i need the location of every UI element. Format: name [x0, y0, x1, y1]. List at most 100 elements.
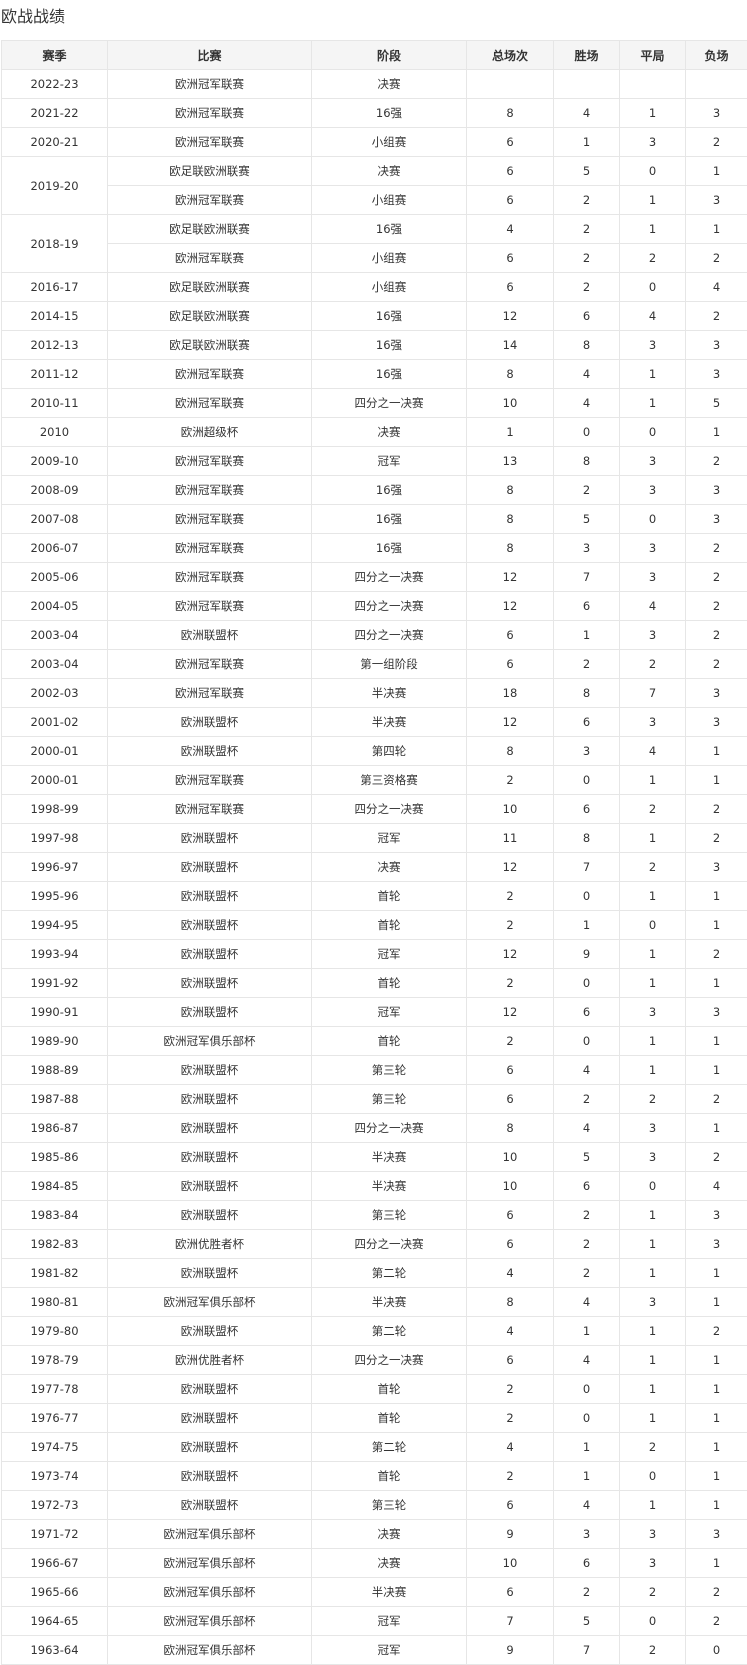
cell-losses: 4 [686, 1172, 747, 1201]
cell-played: 9 [467, 1520, 554, 1549]
cell-draws: 1 [620, 1259, 686, 1288]
cell-played: 11 [467, 824, 554, 853]
cell-wins: 6 [554, 592, 620, 621]
cell-season: 2014-15 [2, 302, 108, 331]
cell-wins: 3 [554, 737, 620, 766]
cell-wins: 5 [554, 505, 620, 534]
header-played: 总场次 [467, 41, 554, 70]
cell-competition: 欧洲联盟杯 [108, 1201, 312, 1230]
cell-losses: 1 [686, 1346, 747, 1375]
cell-played: 6 [467, 1346, 554, 1375]
cell-competition: 欧洲冠军俱乐部杯 [108, 1288, 312, 1317]
cell-stage: 四分之一决赛 [312, 1114, 467, 1143]
cell-played: 12 [467, 853, 554, 882]
cell-played: 8 [467, 99, 554, 128]
cell-competition: 欧洲冠军联赛 [108, 447, 312, 476]
cell-losses: 3 [686, 1520, 747, 1549]
cell-losses: 2 [686, 650, 747, 679]
cell-losses: 1 [686, 1114, 747, 1143]
cell-losses: 2 [686, 1143, 747, 1172]
cell-played: 6 [467, 1085, 554, 1114]
cell-losses: 0 [686, 1636, 747, 1665]
cell-wins: 2 [554, 650, 620, 679]
cell-competition: 欧洲冠军联赛 [108, 186, 312, 215]
cell-competition: 欧洲冠军联赛 [108, 70, 312, 99]
cell-competition: 欧洲联盟杯 [108, 853, 312, 882]
cell-competition: 欧洲冠军联赛 [108, 650, 312, 679]
cell-wins: 0 [554, 969, 620, 998]
cell-played: 6 [467, 621, 554, 650]
cell-draws: 1 [620, 882, 686, 911]
cell-stage: 四分之一决赛 [312, 795, 467, 824]
cell-played: 8 [467, 1288, 554, 1317]
cell-stage: 冠军 [312, 1636, 467, 1665]
cell-season: 2016-17 [2, 273, 108, 302]
cell-draws: 3 [620, 708, 686, 737]
cell-stage: 首轮 [312, 1375, 467, 1404]
cell-wins: 8 [554, 679, 620, 708]
cell-competition: 欧洲联盟杯 [108, 621, 312, 650]
cell-wins: 4 [554, 1491, 620, 1520]
cell-played: 7 [467, 1607, 554, 1636]
cell-stage: 第三轮 [312, 1085, 467, 1114]
cell-played: 10 [467, 389, 554, 418]
cell-losses [686, 70, 747, 99]
cell-draws: 3 [620, 1520, 686, 1549]
cell-stage: 首轮 [312, 1404, 467, 1433]
cell-wins: 4 [554, 1288, 620, 1317]
cell-played: 4 [467, 1317, 554, 1346]
cell-season: 2009-10 [2, 447, 108, 476]
cell-season: 2005-06 [2, 563, 108, 592]
cell-season: 2010 [2, 418, 108, 447]
cell-season: 1988-89 [2, 1056, 108, 1085]
cell-competition: 欧足联欧洲联赛 [108, 215, 312, 244]
cell-stage: 冠军 [312, 1607, 467, 1636]
cell-season: 1995-96 [2, 882, 108, 911]
cell-competition: 欧洲冠军联赛 [108, 360, 312, 389]
cell-stage: 第二轮 [312, 1317, 467, 1346]
cell-competition: 欧洲联盟杯 [108, 940, 312, 969]
cell-wins: 6 [554, 708, 620, 737]
cell-season: 2018-19 [2, 215, 108, 273]
cell-competition: 欧洲冠军联赛 [108, 592, 312, 621]
cell-stage: 首轮 [312, 911, 467, 940]
cell-competition: 欧洲联盟杯 [108, 1085, 312, 1114]
cell-competition: 欧足联欧洲联赛 [108, 273, 312, 302]
cell-played: 8 [467, 360, 554, 389]
cell-competition: 欧洲冠军联赛 [108, 128, 312, 157]
cell-season: 1991-92 [2, 969, 108, 998]
cell-draws: 3 [620, 1143, 686, 1172]
cell-losses: 2 [686, 795, 747, 824]
cell-competition: 欧洲联盟杯 [108, 1404, 312, 1433]
cell-played: 10 [467, 795, 554, 824]
cell-stage: 第二轮 [312, 1433, 467, 1462]
cell-stage: 决赛 [312, 418, 467, 447]
cell-stage: 决赛 [312, 1520, 467, 1549]
cell-competition: 欧洲联盟杯 [108, 1433, 312, 1462]
cell-draws: 3 [620, 447, 686, 476]
cell-losses: 3 [686, 679, 747, 708]
cell-draws: 0 [620, 273, 686, 302]
cell-losses: 2 [686, 534, 747, 563]
cell-draws: 3 [620, 1288, 686, 1317]
cell-wins: 2 [554, 244, 620, 273]
cell-wins: 0 [554, 766, 620, 795]
cell-stage: 第一组阶段 [312, 650, 467, 679]
cell-stage: 半决赛 [312, 1578, 467, 1607]
cell-season: 2010-11 [2, 389, 108, 418]
